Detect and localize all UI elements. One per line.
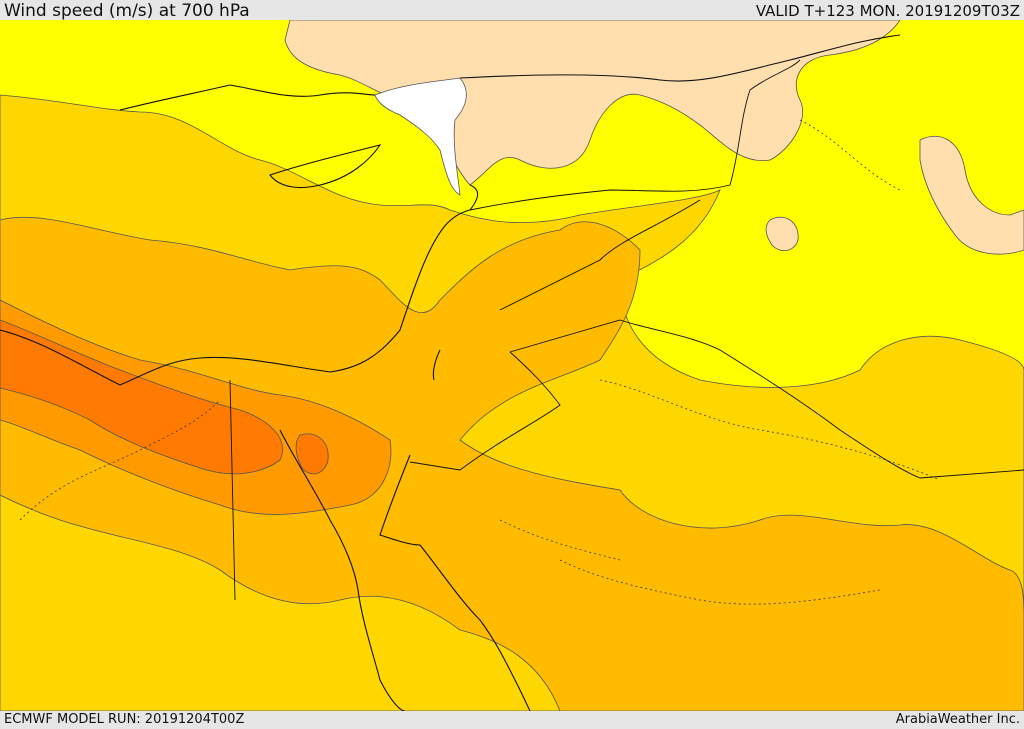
field-light-patch (765, 216, 799, 251)
field-light-east (919, 135, 1024, 255)
admin-boundaries (19, 119, 941, 605)
footer-bar: ECMWF MODEL RUN: 20191204T00Z ArabiaWeat… (0, 711, 1024, 729)
credit: ArabiaWeather Inc. (895, 712, 1020, 727)
header-bar: Wind speed (m/s) at 700 hPa VALID T+123 … (0, 0, 1024, 21)
map-title: Wind speed (m/s) at 700 hPa (4, 1, 250, 21)
field-fresh (0, 216, 1024, 711)
field-strongest (0, 319, 283, 475)
valid-time: VALID T+123 MON. 20191209T03Z (755, 2, 1020, 20)
coastlines (0, 34, 901, 711)
model-run: ECMWF MODEL RUN: 20191204T00Z (4, 712, 245, 727)
country-borders (229, 59, 1024, 601)
field-calmest (374, 77, 467, 196)
wind-speed-map (0, 20, 1024, 711)
field-strongest-cell (295, 433, 329, 475)
